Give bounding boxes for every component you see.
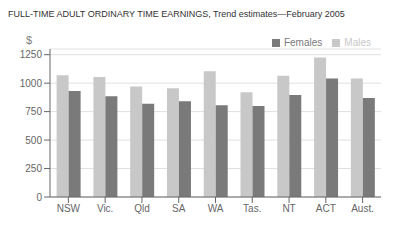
html-text:Females: Females xyxy=(284,37,323,48)
svg-text:WA: WA xyxy=(208,203,224,214)
svg-text:NSW: NSW xyxy=(57,203,81,214)
svg-text:Qld: Qld xyxy=(134,203,150,214)
svg-text:Tas.: Tas. xyxy=(243,203,261,214)
svg-text:Vic.: Vic. xyxy=(97,203,114,214)
svg-text:$: $ xyxy=(26,34,32,46)
svg-text:750: 750 xyxy=(25,106,42,117)
html-text:FULL-TIME ADULT ORDINARY TIME: FULL-TIME ADULT ORDINARY TIME EARNINGS, … xyxy=(8,9,345,19)
svg-text:250: 250 xyxy=(25,163,42,174)
svg-text:ACT: ACT xyxy=(316,203,336,214)
svg-text:SA: SA xyxy=(172,203,186,214)
svg-text:0: 0 xyxy=(36,192,42,203)
svg-text:Aust.: Aust. xyxy=(351,203,374,214)
svg-text:1000: 1000 xyxy=(20,78,43,89)
html-text:Males: Males xyxy=(344,37,371,48)
svg-text:NT: NT xyxy=(282,203,295,214)
svg-text:500: 500 xyxy=(25,135,42,146)
svg-text:1250: 1250 xyxy=(20,49,43,60)
